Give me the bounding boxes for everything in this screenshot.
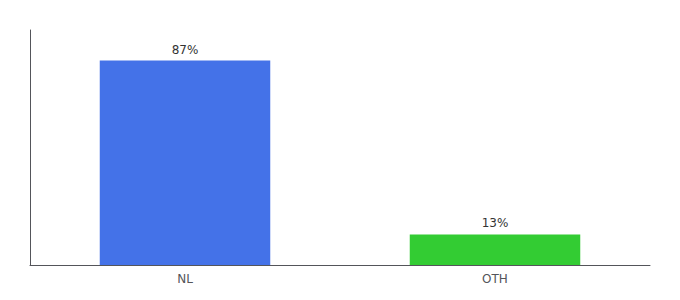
svg-text:OTH: OTH [482, 272, 508, 286]
svg-text:13%: 13% [482, 216, 509, 230]
svg-text:NL: NL [177, 272, 193, 286]
svg-text:87%: 87% [172, 43, 199, 57]
